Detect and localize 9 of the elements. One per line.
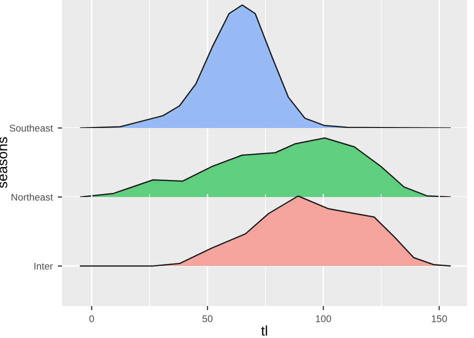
x-tick-label: 0 [89, 315, 94, 322]
x-tick-label: 100 [316, 315, 332, 322]
x-axis-title: tl [261, 325, 268, 336]
text: Northeast [12, 193, 53, 201]
text: Inter [34, 262, 53, 270]
x-tick-label: 150 [432, 315, 447, 322]
y-axis-title: seasons [0, 137, 8, 188]
text: Southeast [10, 124, 53, 132]
x-tick-label: 50 [202, 315, 213, 322]
